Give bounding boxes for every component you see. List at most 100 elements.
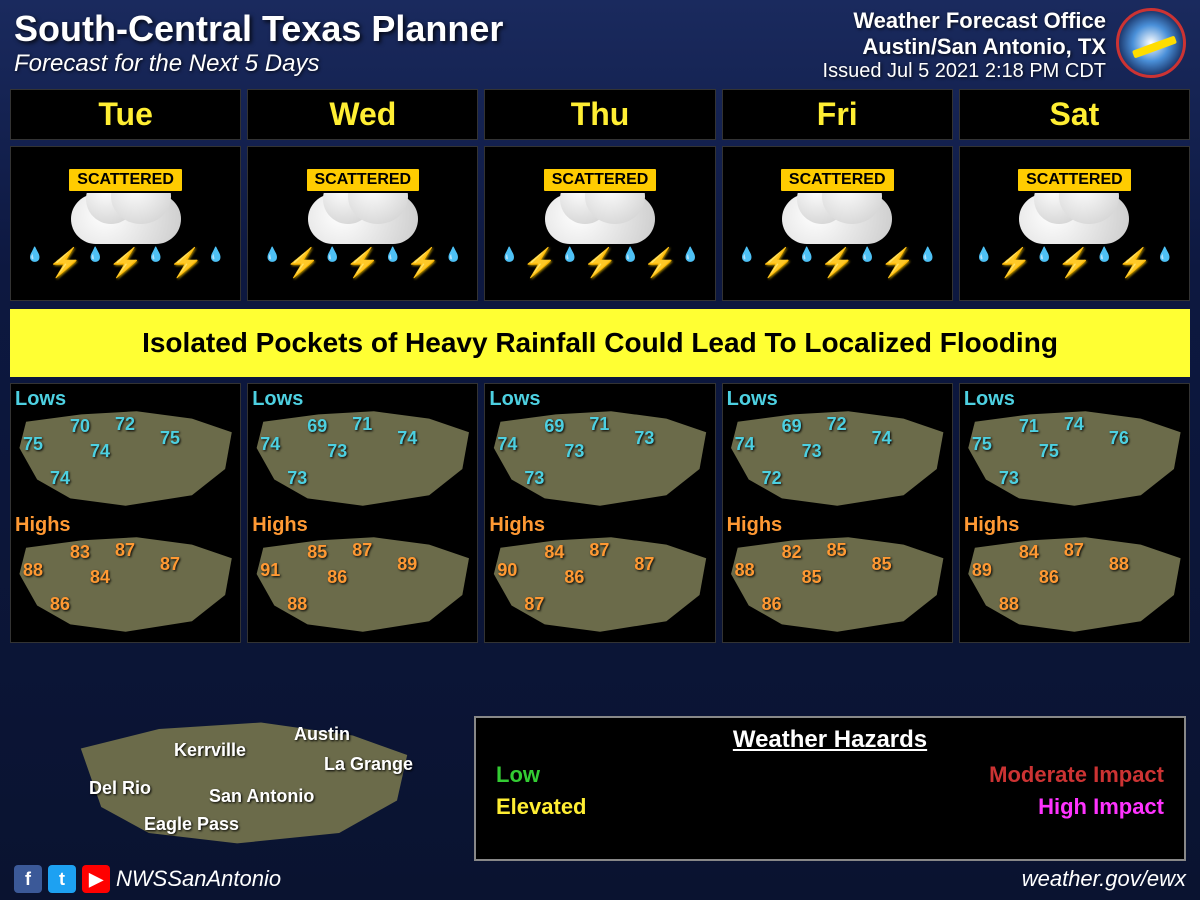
low-temp: 74 <box>872 428 892 449</box>
high-temp: 86 <box>327 567 347 588</box>
issued-time: Issued Jul 5 2021 2:18 PM CDT <box>823 60 1106 83</box>
precipitation-icon: 💧⚡💧⚡💧⚡💧 <box>501 246 699 279</box>
low-temp: 70 <box>70 416 90 437</box>
header: South-Central Texas Planner Forecast for… <box>0 0 1200 87</box>
low-temp: 72 <box>762 468 782 489</box>
high-temp: 88 <box>735 560 755 581</box>
condition-badge: SCATTERED <box>542 167 659 193</box>
nws-logo-icon <box>1116 8 1186 78</box>
day-label: Sat <box>959 89 1190 140</box>
high-temp: 87 <box>352 540 372 561</box>
precipitation-icon: 💧⚡💧⚡💧⚡💧 <box>975 246 1173 279</box>
hazards-legend: Weather Hazards Low Moderate Impact Elev… <box>474 716 1186 861</box>
cloud-icon <box>782 194 892 244</box>
low-temp: 69 <box>307 416 327 437</box>
low-temp: 72 <box>827 414 847 435</box>
low-temp: 75 <box>1039 441 1059 462</box>
high-temp: 87 <box>634 554 654 575</box>
high-temp: 85 <box>802 567 822 588</box>
high-temp: 87 <box>524 594 544 615</box>
cloud-icon <box>545 194 655 244</box>
high-temp: 84 <box>544 542 564 563</box>
city-label: Austin <box>294 724 350 745</box>
days-row: TueWedThuFriSat <box>0 87 1200 142</box>
facebook-icon[interactable]: f <box>14 865 42 893</box>
temps-row: Lows 757072757474 Highs 888387878486 Low… <box>0 381 1200 645</box>
low-temp: 75 <box>160 428 180 449</box>
city-label: Del Rio <box>89 778 151 799</box>
weather-cell: SCATTERED 💧⚡💧⚡💧⚡💧 <box>10 146 241 301</box>
footer-bottom: f t ▶ NWSSanAntonio weather.gov/ewx <box>14 861 1186 893</box>
weather-row: SCATTERED 💧⚡💧⚡💧⚡💧 SCATTERED 💧⚡💧⚡💧⚡💧 SCAT… <box>0 142 1200 305</box>
low-temp: 73 <box>327 441 347 462</box>
low-temp: 74 <box>260 434 280 455</box>
youtube-icon[interactable]: ▶ <box>82 865 110 893</box>
reference-map: Austin Kerrville La Grange Del Rio San Anton… <box>14 716 454 861</box>
low-temp: 69 <box>544 416 564 437</box>
high-temp: 86 <box>50 594 70 615</box>
high-temp: 91 <box>260 560 280 581</box>
city-label: La Grange <box>324 754 413 775</box>
hazard-moderate: Moderate Impact <box>850 762 1164 788</box>
high-temp: 87 <box>115 540 135 561</box>
hazard-high: High Impact <box>850 794 1164 820</box>
low-temp: 69 <box>782 416 802 437</box>
high-temp: 88 <box>287 594 307 615</box>
day-label: Wed <box>247 89 478 140</box>
low-temp: 75 <box>23 434 43 455</box>
header-left: South-Central Texas Planner Forecast for… <box>14 8 503 83</box>
weather-cell: SCATTERED 💧⚡💧⚡💧⚡💧 <box>959 146 1190 301</box>
footer: Austin Kerrville La Grange Del Rio San Anton… <box>0 710 1200 900</box>
low-temp: 76 <box>1109 428 1129 449</box>
high-temp: 87 <box>1064 540 1084 561</box>
high-temp: 84 <box>90 567 110 588</box>
low-temp: 74 <box>50 468 70 489</box>
warning-banner: Isolated Pockets of Heavy Rainfall Could… <box>10 309 1190 377</box>
condition-badge: SCATTERED <box>779 167 896 193</box>
social-links: f t ▶ NWSSanAntonio <box>14 865 281 893</box>
condition-badge: SCATTERED <box>1016 167 1133 193</box>
high-temp: 86 <box>762 594 782 615</box>
high-temp: 83 <box>70 542 90 563</box>
header-right: Weather Forecast Office Austin/San Anton… <box>823 8 1186 83</box>
high-temp: 86 <box>1039 567 1059 588</box>
twitter-icon[interactable]: t <box>48 865 76 893</box>
low-temp: 74 <box>90 441 110 462</box>
precipitation-icon: 💧⚡💧⚡💧⚡💧 <box>264 246 462 279</box>
hazards-title: Weather Hazards <box>496 726 1164 754</box>
weather-cell: SCATTERED 💧⚡💧⚡💧⚡💧 <box>247 146 478 301</box>
high-temp: 89 <box>972 560 992 581</box>
cloud-icon <box>308 194 418 244</box>
precipitation-icon: 💧⚡💧⚡💧⚡💧 <box>26 246 224 279</box>
temperature-cell: Lows 746971747373 Highs 918587898688 <box>247 383 478 643</box>
low-temp: 72 <box>115 414 135 435</box>
cloud-icon <box>1019 194 1129 244</box>
temperature-cell: Lows 757072757474 Highs 888387878486 <box>10 383 241 643</box>
hazards-grid: Low Moderate Impact Elevated High Impact <box>496 762 1164 820</box>
low-temp: 73 <box>634 428 654 449</box>
city-label: San Antonio <box>209 786 314 807</box>
day-label: Thu <box>484 89 715 140</box>
low-temp: 73 <box>287 468 307 489</box>
cloud-icon <box>71 194 181 244</box>
high-temp: 88 <box>999 594 1019 615</box>
high-temp: 89 <box>397 554 417 575</box>
high-temp: 87 <box>589 540 609 561</box>
page-subtitle: Forecast for the Next 5 Days <box>14 50 503 78</box>
city-label: Kerrville <box>174 740 246 761</box>
high-temp: 85 <box>827 540 847 561</box>
footer-url: weather.gov/ewx <box>1022 866 1186 892</box>
low-temp: 75 <box>972 434 992 455</box>
high-temp: 82 <box>782 542 802 563</box>
low-temp: 73 <box>524 468 544 489</box>
low-temp: 74 <box>1064 414 1084 435</box>
condition-badge: SCATTERED <box>67 167 184 193</box>
high-temp: 90 <box>497 560 517 581</box>
low-temp: 73 <box>802 441 822 462</box>
precipitation-icon: 💧⚡💧⚡💧⚡💧 <box>738 246 936 279</box>
day-label: Fri <box>722 89 953 140</box>
low-temp: 71 <box>352 414 372 435</box>
office-info: Weather Forecast Office Austin/San Anton… <box>823 8 1106 83</box>
office-label: Weather Forecast Office <box>823 8 1106 34</box>
low-temp: 73 <box>999 468 1019 489</box>
